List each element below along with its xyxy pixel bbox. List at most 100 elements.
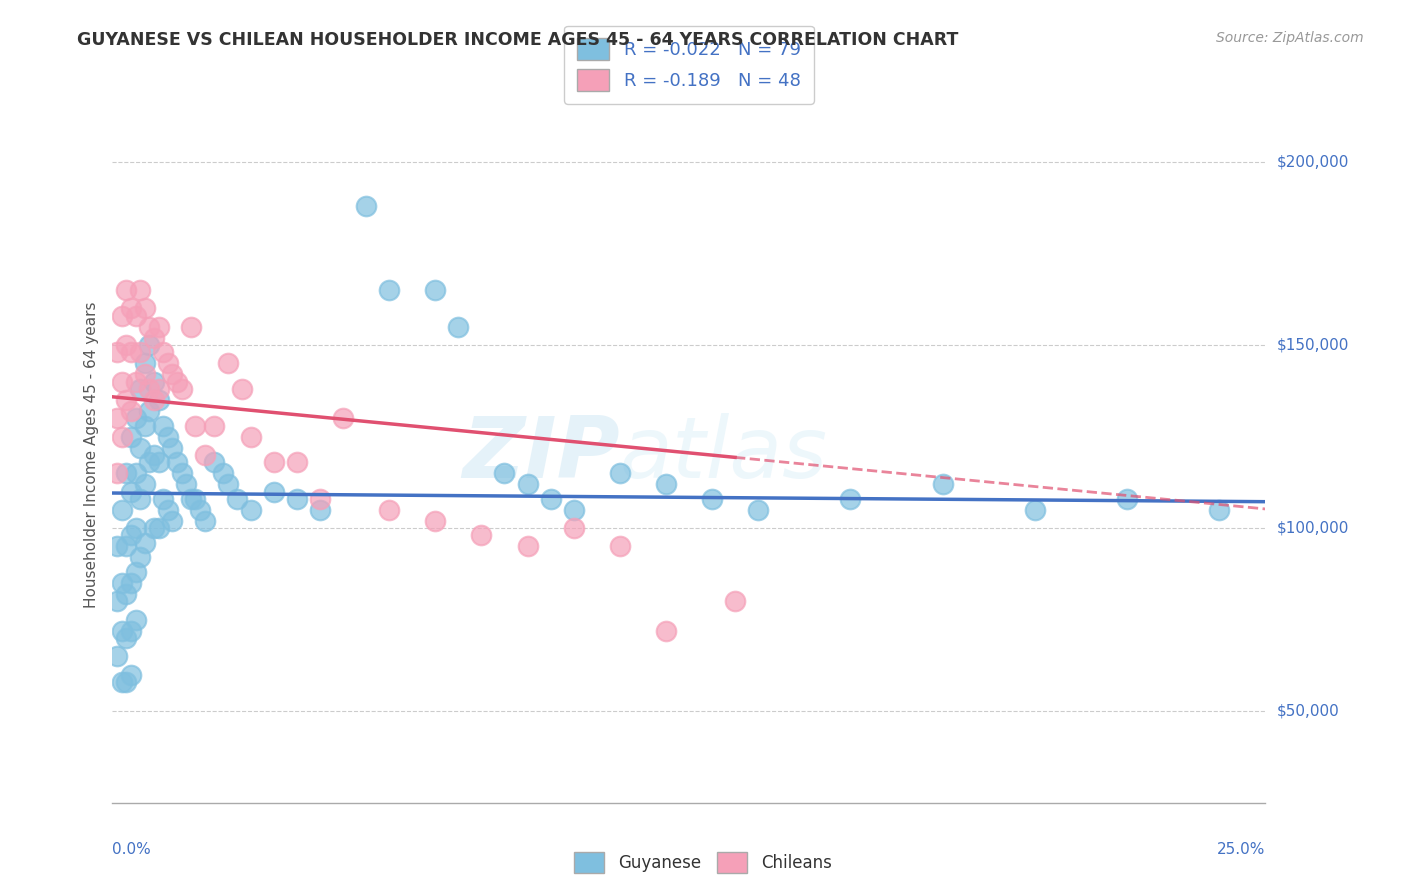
Point bbox=[180, 319, 202, 334]
Point bbox=[285, 455, 308, 469]
Point bbox=[143, 331, 166, 345]
Point bbox=[138, 338, 160, 352]
Point bbox=[180, 491, 202, 506]
Point bbox=[124, 375, 146, 389]
Point bbox=[143, 521, 166, 535]
Point bbox=[540, 491, 562, 506]
Point bbox=[148, 319, 170, 334]
Point bbox=[700, 491, 723, 506]
Point bbox=[724, 594, 747, 608]
Point bbox=[129, 283, 152, 297]
Point bbox=[194, 514, 217, 528]
Point bbox=[138, 404, 160, 418]
Point bbox=[609, 467, 631, 481]
Point bbox=[194, 448, 217, 462]
Point bbox=[162, 514, 184, 528]
Text: GUYANESE VS CHILEAN HOUSEHOLDER INCOME AGES 45 - 64 YEARS CORRELATION CHART: GUYANESE VS CHILEAN HOUSEHOLDER INCOME A… bbox=[77, 31, 959, 49]
Point bbox=[138, 455, 160, 469]
Point bbox=[162, 368, 184, 382]
Point bbox=[129, 491, 152, 506]
Point bbox=[239, 503, 262, 517]
Point bbox=[111, 503, 134, 517]
Point bbox=[226, 491, 249, 506]
Point bbox=[425, 283, 447, 297]
Point bbox=[105, 594, 128, 608]
Point bbox=[202, 418, 225, 433]
Text: 25.0%: 25.0% bbox=[1218, 842, 1265, 856]
Point bbox=[129, 550, 152, 565]
Point bbox=[105, 345, 128, 359]
Point bbox=[134, 356, 156, 370]
Point bbox=[425, 514, 447, 528]
Point bbox=[156, 356, 179, 370]
Point bbox=[148, 392, 170, 407]
Point bbox=[105, 411, 128, 425]
Point bbox=[562, 503, 585, 517]
Point bbox=[111, 675, 134, 690]
Point bbox=[105, 467, 128, 481]
Point bbox=[120, 624, 142, 638]
Point bbox=[124, 613, 146, 627]
Point bbox=[655, 624, 678, 638]
Text: $150,000: $150,000 bbox=[1277, 337, 1348, 352]
Point bbox=[239, 429, 262, 443]
Point bbox=[516, 540, 538, 554]
Point bbox=[839, 491, 862, 506]
Point bbox=[1208, 503, 1230, 517]
Text: atlas: atlas bbox=[620, 413, 828, 497]
Y-axis label: Householder Income Ages 45 - 64 years: Householder Income Ages 45 - 64 years bbox=[83, 301, 98, 608]
Point bbox=[111, 309, 134, 323]
Point bbox=[263, 484, 285, 499]
Text: $100,000: $100,000 bbox=[1277, 521, 1348, 536]
Point bbox=[148, 455, 170, 469]
Point bbox=[609, 540, 631, 554]
Legend: Guyanese, Chileans: Guyanese, Chileans bbox=[568, 846, 838, 880]
Point bbox=[111, 576, 134, 591]
Point bbox=[115, 283, 138, 297]
Point bbox=[105, 540, 128, 554]
Point bbox=[162, 441, 184, 455]
Point bbox=[655, 477, 678, 491]
Point bbox=[115, 540, 138, 554]
Point bbox=[134, 477, 156, 491]
Point bbox=[120, 528, 142, 542]
Point bbox=[1024, 503, 1046, 517]
Point bbox=[105, 649, 128, 664]
Point bbox=[115, 631, 138, 645]
Point bbox=[143, 448, 166, 462]
Point bbox=[115, 392, 138, 407]
Point bbox=[931, 477, 953, 491]
Point bbox=[120, 404, 142, 418]
Point bbox=[309, 503, 332, 517]
Point bbox=[217, 477, 239, 491]
Point bbox=[120, 345, 142, 359]
Point bbox=[184, 418, 207, 433]
Point bbox=[152, 345, 174, 359]
Point bbox=[263, 455, 285, 469]
Point bbox=[447, 319, 470, 334]
Text: 0.0%: 0.0% bbox=[112, 842, 152, 856]
Point bbox=[202, 455, 225, 469]
Point bbox=[115, 675, 138, 690]
Point bbox=[134, 536, 156, 550]
Point bbox=[747, 503, 769, 517]
Point bbox=[562, 521, 585, 535]
Point bbox=[124, 521, 146, 535]
Point bbox=[143, 375, 166, 389]
Text: $200,000: $200,000 bbox=[1277, 154, 1348, 169]
Point bbox=[332, 411, 354, 425]
Point bbox=[120, 301, 142, 316]
Point bbox=[120, 576, 142, 591]
Point bbox=[470, 528, 492, 542]
Point bbox=[184, 491, 207, 506]
Text: $50,000: $50,000 bbox=[1277, 704, 1340, 719]
Point bbox=[174, 477, 197, 491]
Legend: R = -0.022   N = 79, R = -0.189   N = 48: R = -0.022 N = 79, R = -0.189 N = 48 bbox=[564, 26, 814, 104]
Point bbox=[124, 467, 146, 481]
Point bbox=[115, 467, 138, 481]
Point bbox=[143, 392, 166, 407]
Point bbox=[129, 441, 152, 455]
Point bbox=[285, 491, 308, 506]
Point bbox=[152, 491, 174, 506]
Point bbox=[120, 484, 142, 499]
